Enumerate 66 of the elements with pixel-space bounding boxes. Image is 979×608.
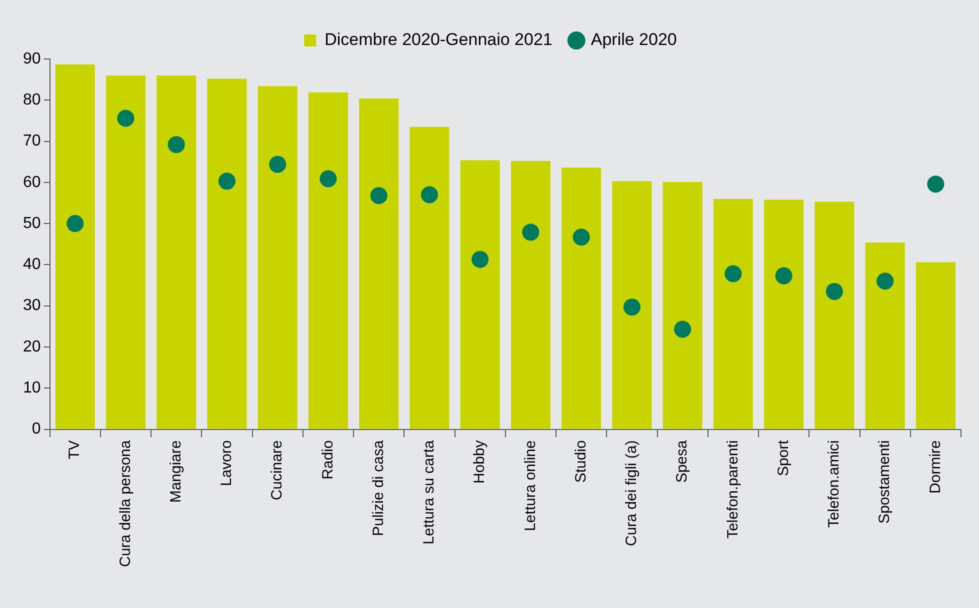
point <box>572 228 590 246</box>
y-tick-label: 10 <box>23 380 41 397</box>
bar <box>156 75 196 429</box>
point <box>320 170 337 188</box>
x-tick-label: Spesa <box>674 440 691 483</box>
x-tick-label: Cucinare <box>268 440 286 500</box>
y-tick-label: 90 <box>23 50 41 68</box>
x-tick-label: Lettura online <box>522 440 539 532</box>
y-tick-label: 80 <box>23 92 41 109</box>
y-tick-label: 0 <box>32 420 41 438</box>
x-tick-label: Cura dei figli (a) <box>623 440 640 546</box>
bar <box>55 64 95 429</box>
y-tick-label: 20 <box>23 338 41 356</box>
bar <box>106 75 146 429</box>
point <box>218 172 236 190</box>
x-tick-label: Telefon.parenti <box>724 440 742 539</box>
point <box>522 224 540 241</box>
y-tick-label: 30 <box>23 297 41 314</box>
bar <box>662 182 702 429</box>
bar <box>764 200 804 429</box>
point <box>472 250 489 268</box>
x-tick-label: Mangiare <box>167 440 184 503</box>
bar <box>713 198 753 429</box>
y-tick-label: 40 <box>23 256 41 274</box>
x-tick-label: Radio <box>319 440 336 480</box>
bar <box>612 181 652 429</box>
x-tick-label: Cura della persona <box>116 440 134 568</box>
point <box>674 320 692 338</box>
point <box>370 187 388 204</box>
y-tick-label: 60 <box>23 174 41 191</box>
point <box>775 267 792 284</box>
bar <box>308 92 348 429</box>
point <box>927 176 944 193</box>
point <box>623 298 640 316</box>
x-tick-label: Lettura su carta <box>420 440 438 544</box>
legend-label: Dicembre 2020-Gennaio 2021 <box>324 30 552 50</box>
point <box>420 186 438 204</box>
point <box>168 136 185 154</box>
x-tick-label: Studio <box>572 440 590 483</box>
x-tick-label: Dormire <box>926 440 944 494</box>
x-tick-label: Telefon.amici <box>826 440 843 528</box>
legend-label: Aprile 2020 <box>590 30 677 50</box>
point <box>66 215 84 232</box>
y-tick-label: 50 <box>23 214 41 232</box>
bar <box>207 78 247 429</box>
bar <box>410 126 450 429</box>
bar <box>359 98 399 429</box>
point <box>724 265 742 282</box>
bar <box>460 160 500 429</box>
bar <box>916 262 956 429</box>
point <box>876 272 894 290</box>
x-tick-label: Spostamenti <box>876 440 894 524</box>
bar <box>865 242 905 429</box>
x-tick-label: TV <box>66 440 84 460</box>
bar <box>814 202 854 429</box>
bar <box>562 168 602 429</box>
x-tick-label: Hobby <box>471 440 488 484</box>
bar <box>258 86 298 429</box>
x-tick-label: Sport <box>774 439 792 476</box>
y-tick-label: 70 <box>23 132 41 150</box>
point <box>269 156 286 173</box>
point <box>117 110 134 127</box>
bar <box>510 161 550 429</box>
x-tick-label: Lavoro <box>218 440 236 486</box>
point <box>826 282 843 300</box>
x-tick-label: Pulizie di casa <box>370 440 387 536</box>
